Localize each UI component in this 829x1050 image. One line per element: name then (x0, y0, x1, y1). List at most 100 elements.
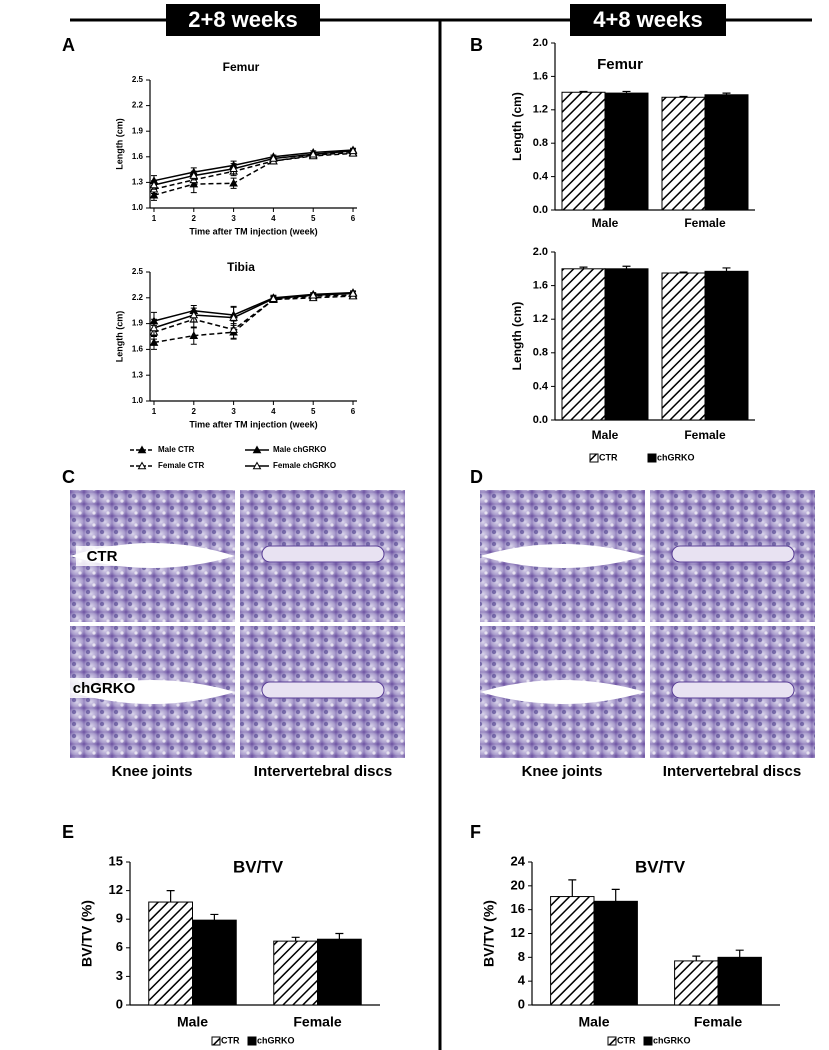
header: 4+8 weeks (593, 7, 702, 32)
legend-label: CTR (221, 1035, 240, 1045)
joint-space (480, 680, 645, 704)
legend-swatch (252, 445, 262, 454)
panel-letter: A (62, 35, 75, 55)
legend-label: chGRKO (257, 1035, 295, 1045)
bar (704, 270, 749, 421)
y-tick-label: 6 (116, 939, 123, 954)
legend-swatch (137, 445, 147, 454)
x-tick-label: Male (592, 216, 619, 230)
x-tick-label: 3 (231, 214, 236, 223)
panel-letter: B (470, 35, 483, 55)
bar (550, 896, 595, 1006)
x-tick-label: Female (684, 216, 726, 230)
y-tick-label: 1.9 (132, 126, 144, 135)
header-box (570, 4, 726, 36)
joint-space (480, 544, 645, 568)
header-box (166, 4, 320, 36)
x-tick-label: Female (684, 428, 726, 442)
header: 2+8 weeks (188, 7, 297, 32)
series-line (153, 151, 354, 196)
bar (604, 92, 649, 211)
y-tick-label: 1.3 (132, 178, 144, 187)
x-tick-label: 1 (152, 407, 157, 416)
y-tick-label: 1.3 (132, 370, 144, 379)
x-axis-label: Time after TM injection (week) (189, 419, 317, 429)
column-label: Intervertebral discs (254, 763, 392, 780)
y-tick-label: 15 (109, 853, 123, 868)
y-tick-label: 0.4 (533, 171, 549, 183)
error-bar (679, 95, 688, 98)
chart: Femur Length (cm) 1.0 1.3 1.6 1.9 2.2 2.5 1 2 3 4 5 6… (114, 60, 358, 236)
y-tick-label: 0.4 (533, 380, 549, 392)
bar (674, 960, 719, 1006)
marker (189, 310, 199, 319)
y-tick-label: 1.6 (132, 152, 144, 161)
series-line (153, 294, 354, 344)
panel-letter: C (62, 467, 75, 487)
panel-letter: D (470, 467, 483, 487)
x-tick-label: 5 (311, 407, 316, 416)
y-tick-label: 2.5 (132, 75, 144, 84)
x-tick-label: 2 (192, 214, 197, 223)
disc (261, 545, 385, 563)
marker (348, 288, 358, 297)
y-tick-label: 3 (116, 968, 123, 983)
legend-swatch (137, 461, 147, 470)
disc (671, 681, 795, 699)
bar (192, 919, 237, 1006)
y-axis-label: BV/TV (%) (79, 900, 95, 967)
label-backdrop (70, 678, 138, 698)
marker (229, 325, 238, 333)
marker (189, 331, 199, 339)
error-bar (579, 90, 588, 93)
bar (661, 96, 706, 211)
chart-title: Femur (597, 56, 643, 73)
marker (308, 290, 318, 299)
y-axis-label: BV/TV (%) (481, 900, 497, 967)
chart: BV/TV BV/TV (%) 0 3 6 9 12 15 Male Female CTR chGRK… (79, 853, 380, 1046)
y-axis-label: Length (cm) (114, 311, 124, 363)
bar (593, 900, 638, 1006)
chart: Tibia Length (cm) 1.0 1.3 1.6 1.9 2.2 2.5 1 2 3 4 5 6… (114, 260, 358, 470)
marker (229, 178, 238, 187)
marker (229, 164, 238, 173)
x-tick-label: Male (578, 1014, 609, 1030)
y-tick-label: 0 (116, 996, 123, 1011)
x-tick-label: Male (177, 1014, 208, 1030)
column-label: Knee joints (112, 763, 193, 780)
legend-label: chGRKO (657, 452, 695, 462)
bar (717, 956, 762, 1006)
y-tick-label: 12 (511, 925, 525, 940)
y-tick-label: 12 (109, 882, 123, 897)
legend-label: CTR (617, 1035, 636, 1045)
legend-label: CTR (599, 452, 618, 462)
x-tick-label: 4 (271, 214, 276, 223)
y-tick-label: 2.2 (132, 293, 144, 302)
column-label: Knee joints (522, 763, 603, 780)
chart-title: BV/TV (233, 857, 284, 876)
x-tick-label: 4 (271, 407, 276, 416)
y-tick-label: 2.0 (533, 37, 548, 49)
panel-letter: E (62, 822, 74, 842)
series-line (153, 292, 354, 329)
y-tick-label: 1.6 (132, 345, 144, 354)
histology-panel (70, 490, 405, 758)
bar (661, 272, 706, 421)
bar (148, 901, 193, 1006)
marker (308, 149, 318, 158)
y-tick-label: 8 (518, 949, 525, 964)
legend-label: chGRKO (653, 1035, 691, 1045)
y-tick-label: 0.8 (533, 347, 548, 359)
y-tick-label: 9 (116, 911, 123, 926)
legend-swatch (643, 1036, 653, 1046)
chart-title: Femur (223, 60, 260, 74)
error-bar (722, 92, 731, 95)
x-axis-label: Time after TM injection (week) (189, 226, 317, 236)
histology-panel (480, 490, 815, 758)
legend-label: Female chGRKO (273, 461, 336, 470)
marker (269, 153, 278, 162)
bar (704, 94, 749, 211)
legend-swatch (252, 461, 262, 470)
y-tick-label: 1.9 (132, 319, 144, 328)
